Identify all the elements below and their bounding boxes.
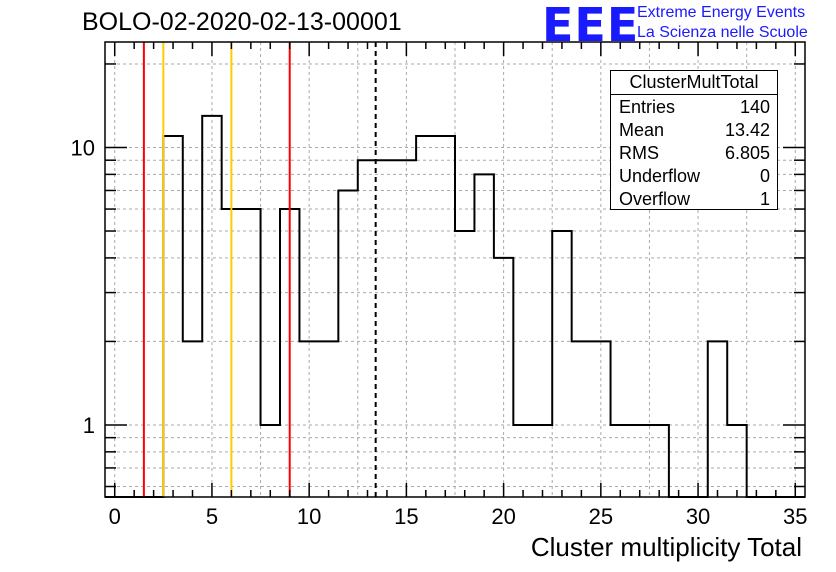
stats-label: RMS — [619, 143, 659, 163]
logo-line-2: La Scienza nelle Scuole — [637, 24, 808, 41]
histogram-bin — [319, 341, 338, 497]
histogram-bin — [513, 425, 532, 497]
x-tick-label: 5 — [206, 504, 218, 529]
histogram-bin — [572, 341, 591, 497]
histogram-bin — [708, 341, 727, 497]
histogram-bin — [377, 160, 396, 497]
stats-value: 140 — [739, 97, 770, 117]
histogram-bin — [494, 258, 513, 497]
x-tick-label: 20 — [491, 504, 515, 529]
stats-row-rms: RMS 6.805 — [611, 142, 777, 165]
histogram-bin — [552, 231, 571, 497]
x-axis-label: Cluster multiplicity Total — [530, 532, 802, 562]
stats-row-underflow: Underflow 0 — [611, 165, 777, 188]
y-tick-label: 10 — [71, 135, 95, 160]
stats-label: Underflow — [619, 166, 701, 186]
histogram-bin — [241, 209, 260, 497]
histogram-bin — [436, 136, 455, 497]
histogram-bin — [183, 341, 202, 497]
stats-row-mean: Mean 13.42 — [611, 119, 777, 142]
stats-label: Mean — [619, 120, 665, 140]
stats-value: 6.805 — [724, 143, 770, 163]
stats-row-entries: Entries 140 — [611, 96, 777, 119]
run-title: BOLO-02-2020-02-13-00001 — [82, 8, 402, 36]
x-tick-label: 10 — [297, 504, 321, 529]
stats-box: ClusterMultTotal Entries 140 Mean 13.42 … — [610, 70, 778, 210]
histogram-bin — [358, 160, 377, 497]
histogram-bin — [455, 231, 474, 497]
histogram-bin — [591, 341, 610, 497]
stats-row-overflow: Overflow 1 — [611, 188, 777, 211]
marker-lines — [142, 42, 377, 497]
stats-value: 13.42 — [724, 120, 770, 140]
stats-value: 1 — [759, 189, 770, 209]
x-tick-label: 30 — [686, 504, 710, 529]
stats-label: Overflow — [619, 189, 691, 209]
x-tick-label: 15 — [394, 504, 418, 529]
stats-title: ClusterMultTotal — [611, 71, 777, 95]
x-tick-label: 35 — [783, 504, 807, 529]
plot-frame — [104, 41, 806, 498]
histogram-bin — [474, 174, 493, 497]
histogram-bin — [299, 341, 318, 497]
stats-value: 0 — [759, 166, 770, 186]
eee-logo: EEE — [542, 0, 640, 52]
x-tick-label: 25 — [589, 504, 613, 529]
x-tick-label: 0 — [109, 504, 121, 529]
logo-line-1: Extreme Energy Events — [637, 4, 806, 21]
axes — [104, 41, 806, 498]
histogram-bin — [338, 190, 357, 497]
y-tick-label: 1 — [83, 413, 95, 438]
stats-label: Entries — [619, 97, 676, 117]
